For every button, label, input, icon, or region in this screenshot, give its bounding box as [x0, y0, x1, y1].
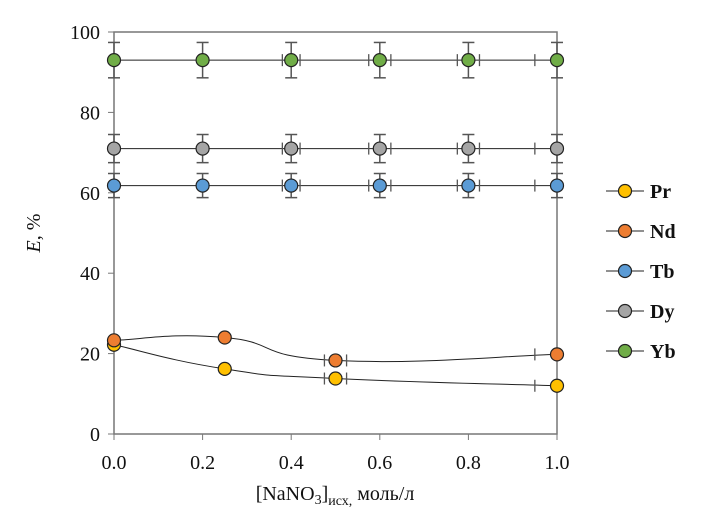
legend-label-yb: Yb [650, 341, 676, 363]
x-tick-label: 1.0 [545, 452, 570, 474]
x-axis-label: [NaNO3]исх, моль/л [256, 483, 415, 509]
data-point-nd [106, 333, 122, 348]
data-point-tb [549, 178, 565, 193]
data-point-tb [461, 178, 476, 193]
x-tick-label: 0.8 [456, 452, 481, 474]
series-line-pr [113, 344, 558, 387]
y-axis-label: E, % [23, 214, 45, 254]
data-point-yb [372, 53, 387, 68]
data-point-pr [328, 371, 343, 386]
data-point-nd [328, 353, 343, 368]
data-point-yb [549, 53, 565, 68]
y-tick-label: 80 [80, 102, 100, 124]
x-tick-label: 0.2 [190, 452, 215, 474]
data-point-yb [461, 53, 476, 68]
data-point-yb [106, 53, 122, 68]
legend-marker-pr [617, 183, 633, 199]
data-point-yb [195, 53, 210, 68]
data-point-pr [549, 378, 565, 393]
y-tick-label: 40 [80, 263, 100, 285]
marks [106, 41, 565, 393]
data-point-tb [372, 178, 387, 193]
y-tick-label: 0 [90, 424, 100, 446]
data-point-dy [372, 141, 387, 156]
legend-marker-tb [617, 263, 633, 279]
legend-label-pr: Pr [650, 181, 671, 203]
data-point-dy [549, 141, 565, 156]
x-tick-label: 0.4 [279, 452, 304, 474]
data-point-tb [284, 178, 299, 193]
data-point-tb [106, 178, 122, 193]
legend-marker-dy [617, 303, 633, 319]
data-point-tb [195, 178, 210, 193]
y-tick-label: 60 [80, 183, 100, 205]
legend-label-dy: Dy [650, 301, 674, 323]
x-tick-label: 0.6 [367, 452, 392, 474]
legend: Pr Nd Tb Dy Yb [606, 181, 676, 363]
legend-marker-yb [617, 343, 633, 359]
data-point-nd [549, 347, 565, 362]
plot-frame [113, 31, 558, 435]
data-point-dy [461, 141, 476, 156]
axes: 0.0 0.2 0.4 0.6 0.8 1.0 0 20 40 60 80 100 [70, 22, 570, 474]
x-tick-label: 0.0 [102, 452, 127, 474]
data-point-nd [217, 330, 232, 345]
legend-marker-nd [617, 223, 633, 239]
data-point-pr [217, 361, 232, 376]
data-point-dy [106, 141, 122, 156]
y-tick-label: 20 [80, 344, 100, 366]
legend-label-nd: Nd [650, 221, 676, 243]
y-tick-label: 100 [70, 22, 100, 44]
legend-label-tb: Tb [650, 261, 674, 283]
series-line-nd [113, 335, 558, 363]
data-point-yb [284, 53, 299, 68]
data-point-dy [284, 141, 299, 156]
data-point-dy [195, 141, 210, 156]
